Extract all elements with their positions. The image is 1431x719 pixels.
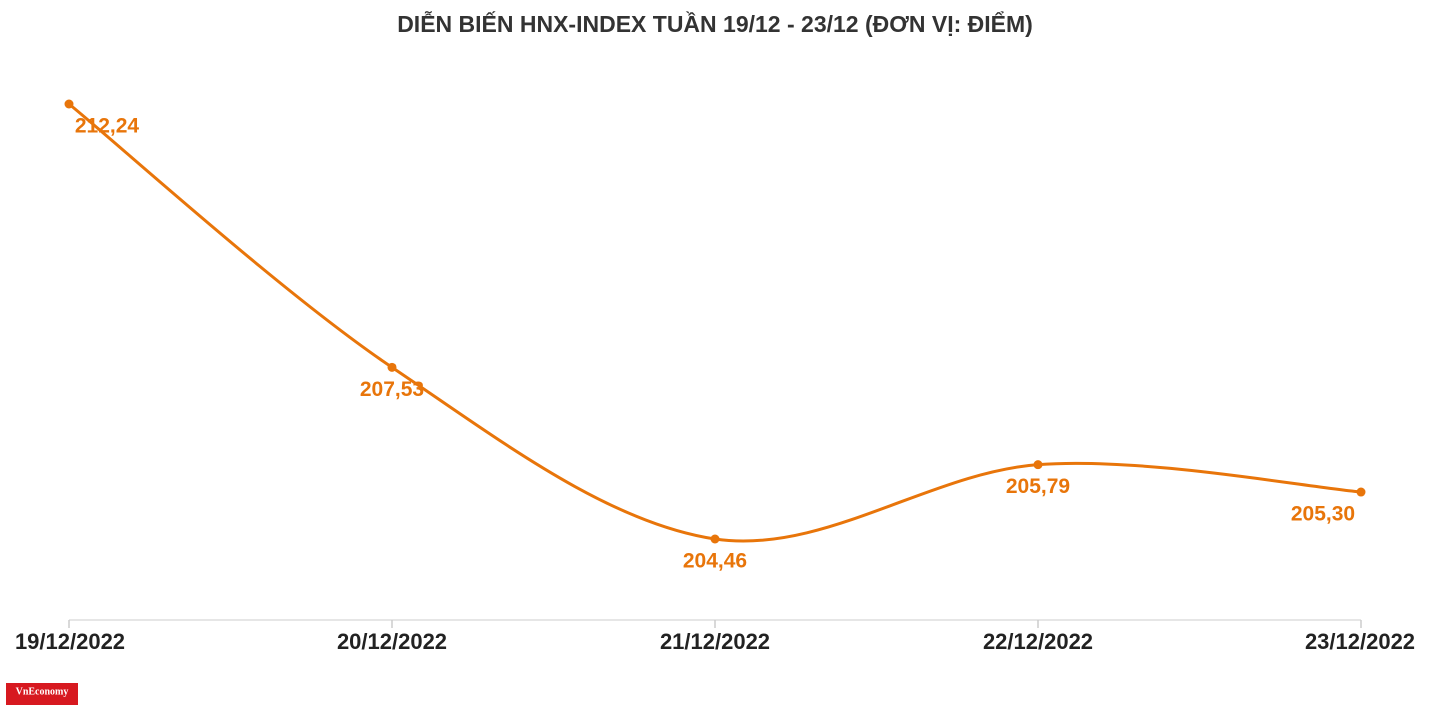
logo: VnEconomy: [16, 686, 69, 697]
value-label: 207,53: [360, 378, 424, 401]
point: [710, 534, 720, 544]
chart-title: DIỄN BIẾN HNX-INDEX TUẦN 19/12 - 23/12 (…: [397, 9, 1033, 37]
x-tick-label: 20/12/2022: [337, 629, 447, 654]
point: [1356, 487, 1366, 497]
x-tick-label: 23/12/2022: [1305, 629, 1415, 654]
value-label: 205,79: [1006, 475, 1070, 498]
point: [64, 99, 74, 109]
value-label: 205,30: [1291, 503, 1355, 526]
value-label: 212,24: [75, 115, 140, 138]
x-tick-label: 22/12/2022: [983, 629, 1093, 654]
point: [387, 362, 397, 372]
value-label: 204,46: [683, 550, 747, 573]
logo-box: [6, 683, 78, 705]
x-tick-label: 21/12/2022: [660, 629, 770, 654]
x-tick-label: 19/12/2022: [15, 629, 125, 654]
line: [68, 102, 1362, 543]
point: [1033, 460, 1043, 470]
